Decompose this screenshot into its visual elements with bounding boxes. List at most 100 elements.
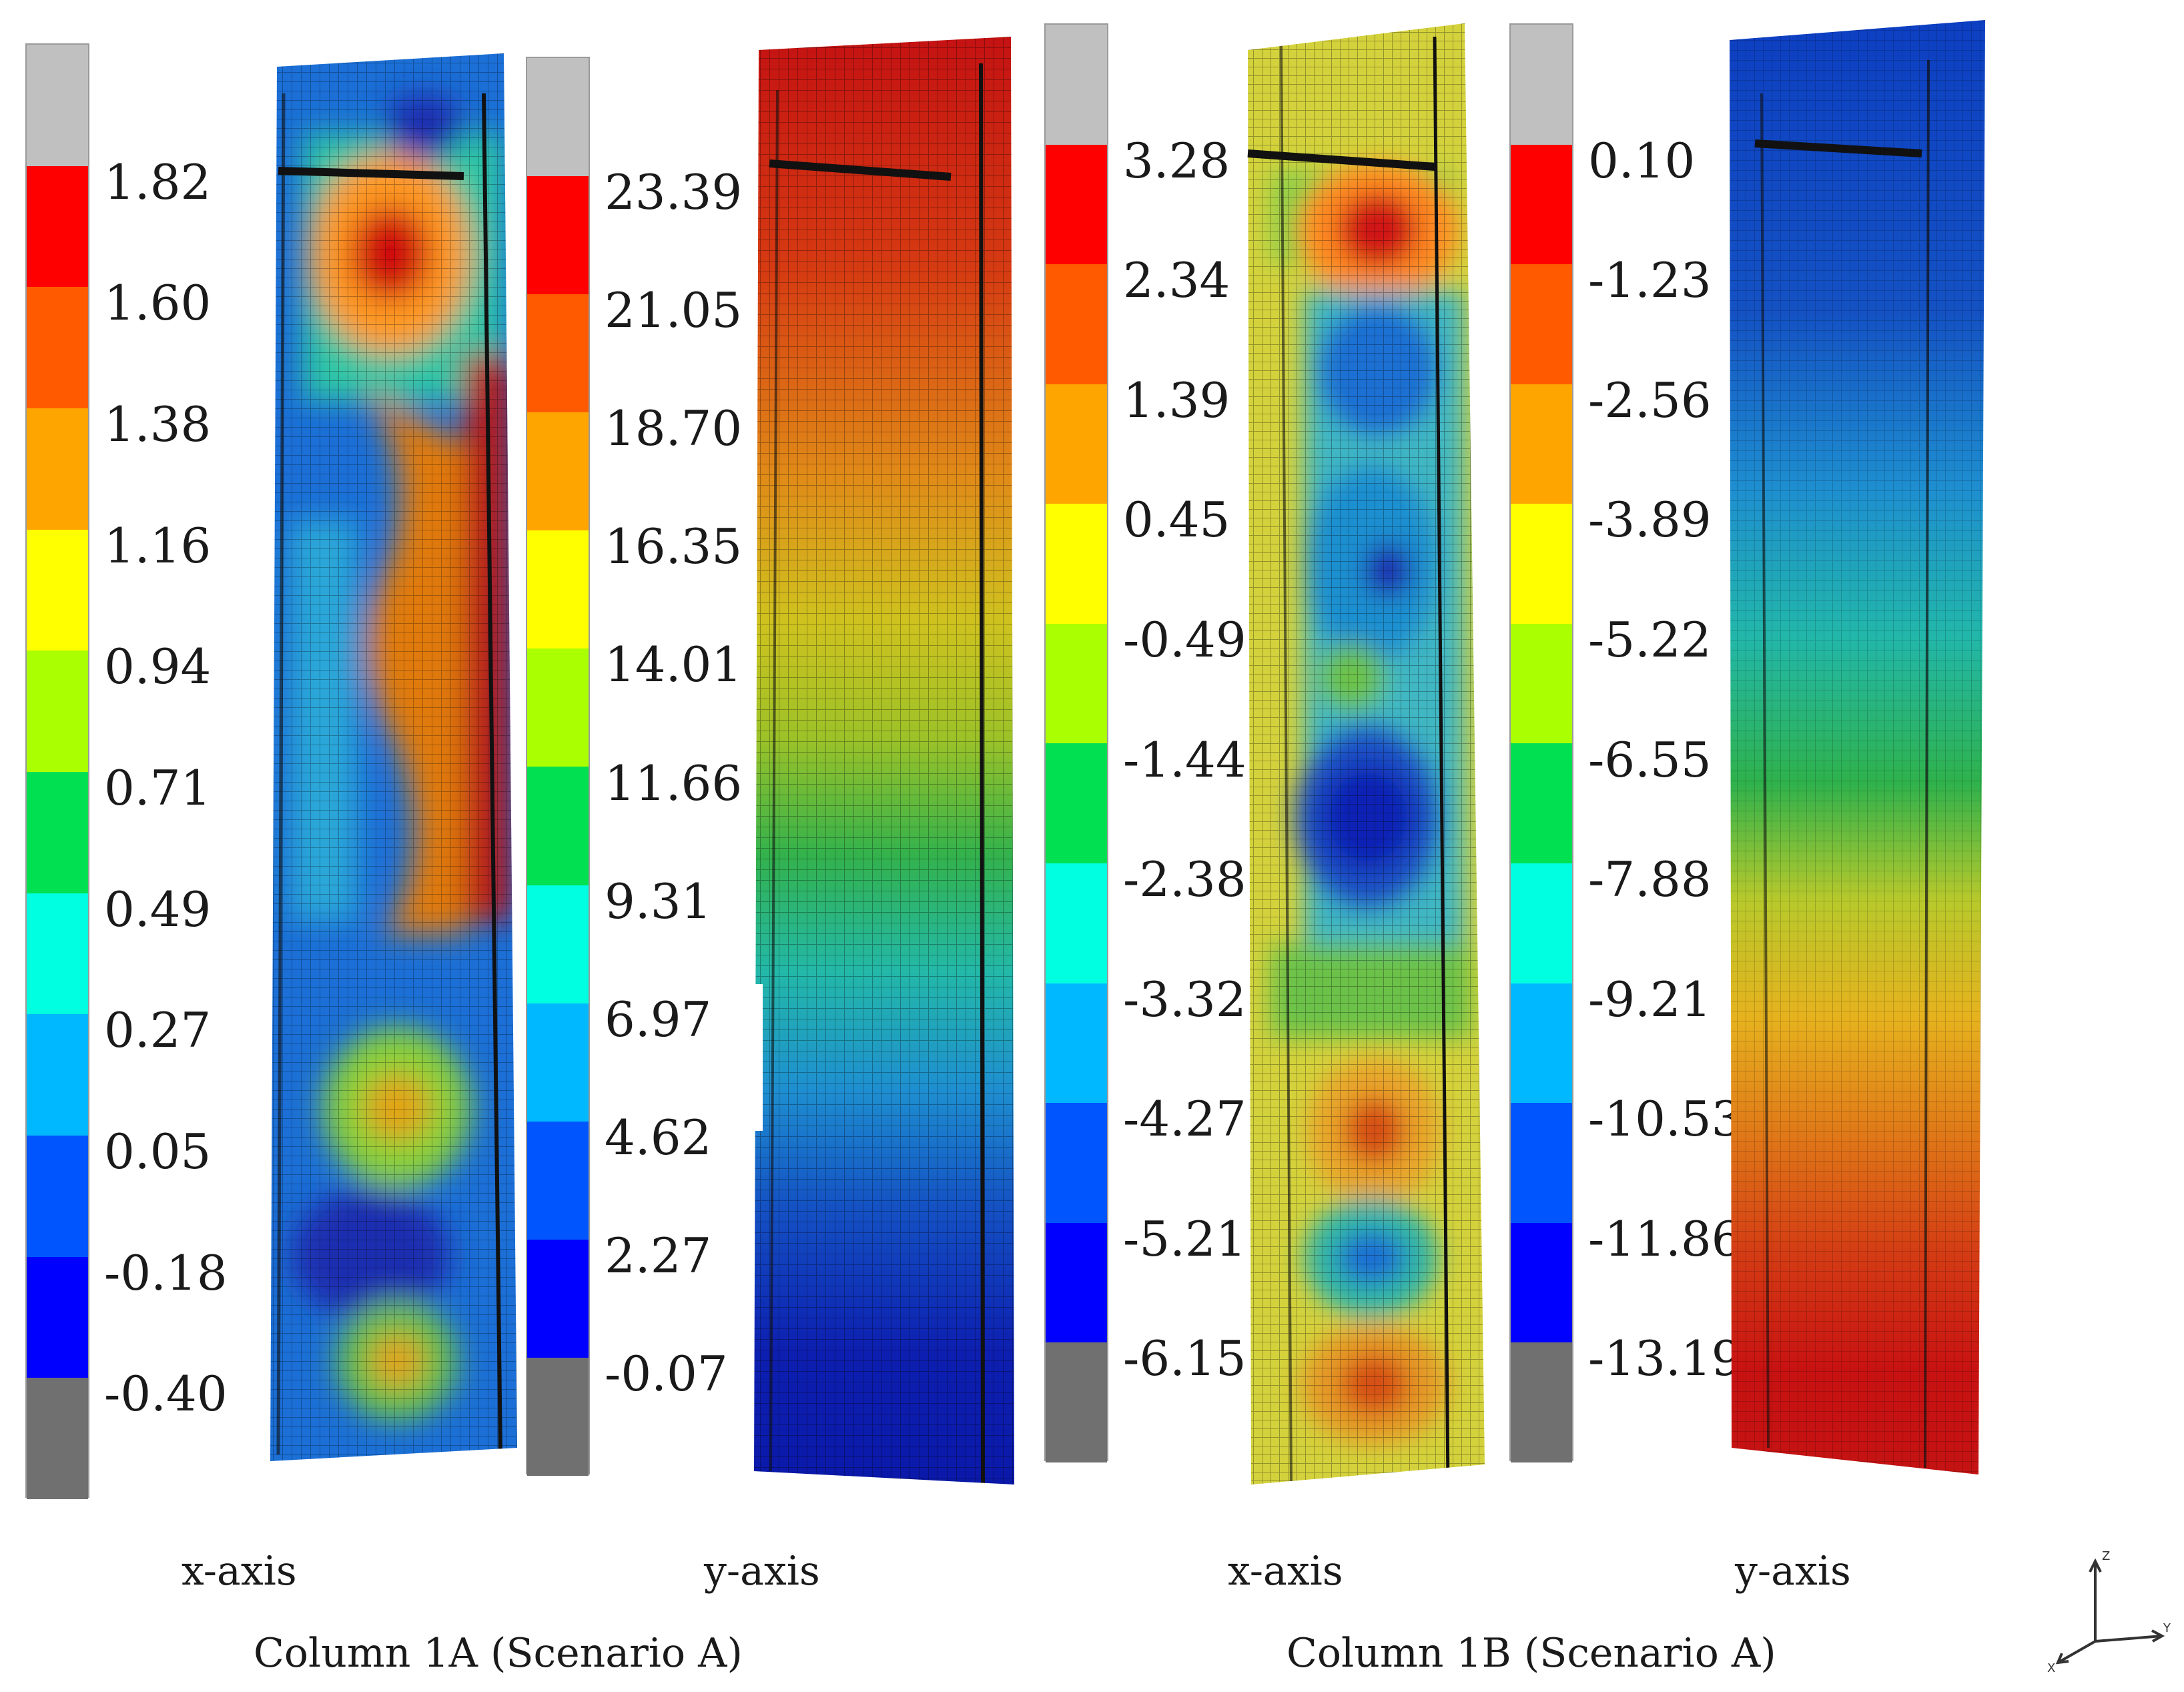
- legend-value: -4.27: [1123, 1091, 1246, 1148]
- triad-x-label: X: [2047, 1661, 2055, 1675]
- legend-value: 9.31: [605, 873, 712, 929]
- legend-value: 0.71: [104, 760, 212, 816]
- color-swatch: [27, 1014, 88, 1136]
- column-1b-title: Column 1B (Scenario A): [1287, 1630, 1776, 1677]
- color-swatch: [27, 408, 88, 530]
- color-swatch: [1046, 1342, 1107, 1462]
- color-swatch: [1511, 264, 1572, 384]
- color-swatch: [27, 771, 88, 893]
- color-scale-bar: [1509, 23, 1573, 1462]
- legend-value: 16.35: [605, 518, 743, 575]
- legend-value: 23.39: [605, 164, 743, 221]
- color-scale-bar: [1044, 23, 1108, 1462]
- col1b-x-axis-caption: x-axis: [1228, 1548, 1343, 1595]
- legend-value: 18.70: [605, 400, 743, 457]
- legend-value: 11.66: [605, 755, 743, 811]
- legend-value: -0.18: [104, 1244, 228, 1301]
- color-swatch: [527, 767, 589, 885]
- color-swatch: [1511, 743, 1572, 864]
- color-swatch: [1046, 983, 1107, 1104]
- color-swatch: [1511, 983, 1572, 1104]
- legend-value: -7.88: [1588, 851, 1712, 908]
- color-swatch: [1511, 623, 1572, 744]
- color-scale-bar: [526, 57, 590, 1476]
- legend-value: 0.94: [104, 639, 212, 695]
- color-swatch: [1046, 863, 1107, 983]
- color-swatch: [27, 529, 88, 651]
- legend-value: -1.23: [1588, 252, 1712, 309]
- legend-value: -5.22: [1588, 611, 1712, 668]
- color-swatch: [527, 1121, 589, 1240]
- color-swatch: [527, 1239, 589, 1358]
- color-swatch: [527, 294, 589, 413]
- color-swatch: [527, 530, 589, 649]
- color-swatch: [27, 893, 88, 1015]
- color-scale-bar: [25, 43, 89, 1499]
- col1b-y-axis-caption: y-axis: [1735, 1548, 1851, 1595]
- legend-value: -0.40: [104, 1366, 228, 1422]
- legend-value: -9.21: [1588, 971, 1712, 1027]
- legend-value: 1.60: [104, 275, 212, 332]
- color-swatch: [1511, 384, 1572, 504]
- color-swatch: [1511, 863, 1572, 983]
- legend-value: -2.56: [1588, 372, 1712, 428]
- legend-value: 0.27: [104, 1002, 212, 1059]
- color-swatch: [527, 649, 589, 767]
- legend-value: 4.62: [605, 1109, 712, 1166]
- legend-value: 1.16: [104, 517, 212, 574]
- color-swatch: [527, 58, 589, 177]
- color-swatch: [1046, 743, 1107, 864]
- color-swatch: [27, 1256, 88, 1378]
- legend-value: -2.38: [1123, 851, 1246, 908]
- col1a-y-axis-caption: y-axis: [704, 1548, 820, 1595]
- color-swatch: [527, 412, 589, 531]
- color-swatch: [1511, 504, 1572, 624]
- legend-value: -13.19: [1588, 1330, 1742, 1387]
- color-swatch: [1046, 1103, 1107, 1223]
- color-swatch: [1046, 623, 1107, 744]
- legend-value: 0.10: [1588, 132, 1696, 189]
- legend-value: 0.49: [104, 881, 212, 937]
- color-swatch: [1046, 1222, 1107, 1343]
- legend-value: 1.82: [104, 153, 212, 210]
- legend-value: 0.05: [104, 1124, 212, 1180]
- color-swatch: [27, 651, 88, 772]
- legend-value: -11.86: [1588, 1210, 1742, 1267]
- column-1a-x-axis-contour: [270, 53, 517, 1461]
- legend-value: 1.39: [1123, 372, 1230, 428]
- legend-value: -6.55: [1588, 731, 1712, 788]
- legend-value: 6.97: [605, 991, 712, 1047]
- triad-y-label: Y: [2163, 1621, 2171, 1635]
- legend-value: 14.01: [605, 637, 743, 693]
- col1a-x-axis-caption: x-axis: [181, 1548, 297, 1595]
- legend-value: -1.44: [1123, 731, 1246, 788]
- legend-value: -10.53: [1588, 1091, 1742, 1148]
- color-swatch: [1046, 384, 1107, 504]
- column-1b-y-axis-contour: [1730, 20, 1985, 1474]
- color-swatch: [27, 287, 88, 408]
- column-1a-title: Column 1A (Scenario A): [254, 1630, 743, 1677]
- column-1a-y-axis-contour: [751, 37, 1014, 1485]
- color-swatch: [1511, 25, 1572, 145]
- color-swatch: [1511, 1342, 1572, 1462]
- legend-value: -3.32: [1123, 971, 1246, 1027]
- color-swatch: [527, 885, 589, 1003]
- legend-value: -3.89: [1588, 492, 1712, 548]
- legend-value: 3.28: [1123, 132, 1230, 189]
- axis-triad-icon: Z Y X: [2047, 1549, 2171, 1675]
- color-swatch: [1046, 504, 1107, 624]
- color-swatch: [1046, 144, 1107, 265]
- color-swatch: [1511, 144, 1572, 265]
- color-swatch: [527, 1003, 589, 1122]
- color-swatch: [1511, 1103, 1572, 1223]
- triad-z-label: Z: [2102, 1549, 2110, 1563]
- legend-value: -0.07: [605, 1345, 728, 1402]
- legend-value: -0.49: [1123, 611, 1246, 668]
- color-swatch: [27, 1378, 88, 1499]
- column-1b-x-axis-contour: [1247, 23, 1485, 1485]
- color-swatch: [527, 1357, 589, 1476]
- legend-value: 2.27: [605, 1227, 712, 1284]
- color-swatch: [1046, 25, 1107, 145]
- color-swatch: [27, 165, 88, 288]
- legend-value: 2.34: [1123, 252, 1230, 309]
